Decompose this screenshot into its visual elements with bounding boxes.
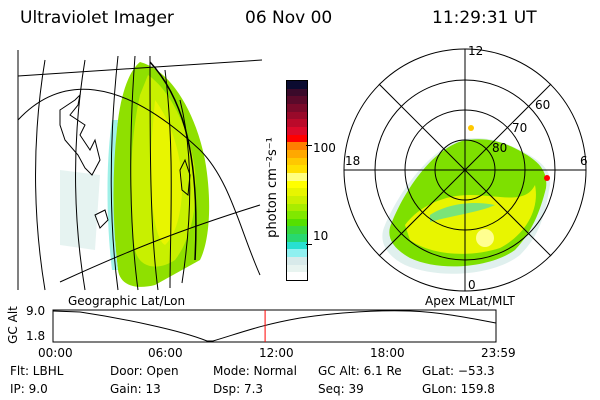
altitude-curve	[52, 310, 497, 342]
timeline-ytick-max: 9.0	[26, 304, 46, 318]
geographic-caption: Geographic Lat/Lon	[68, 294, 186, 308]
info-gc-alt: GC Alt: 6.1 Re	[318, 364, 402, 378]
imager-title: Ultraviolet Imager	[20, 8, 174, 28]
mlt-label-12: 12	[468, 44, 484, 58]
info-door: Door: Open	[110, 364, 179, 378]
colorbar-swatch	[287, 203, 307, 212]
info-seq: Seq: 39	[318, 382, 364, 396]
timeline-xtick-3: 18:00	[370, 346, 405, 360]
colorbar-tick-100: 100	[313, 141, 336, 155]
timeline-xtick-4: 23:59	[481, 346, 516, 360]
polar-grid	[343, 48, 587, 292]
colorbar-swatch	[287, 249, 307, 258]
colorbar-swatch	[287, 81, 307, 89]
colorbar-swatch	[287, 134, 307, 143]
info-ip: IP: 9.0	[10, 382, 48, 396]
colorbar-swatch	[287, 149, 307, 158]
lat-label-60: 60	[535, 98, 551, 112]
colorbar	[286, 80, 308, 281]
lat-label-80: 80	[492, 141, 508, 155]
apex-caption: Apex MLat/MLT	[425, 294, 515, 308]
colorbar-swatch	[287, 241, 307, 250]
colorbar-swatch	[287, 165, 307, 173]
colorbar-swatch	[287, 88, 307, 97]
colorbar-tick-10: 10	[313, 229, 329, 243]
mlt-label-6: 6	[580, 154, 588, 168]
colorbar-ticks	[306, 80, 312, 279]
info-glat: GLat: −53.3	[422, 364, 495, 378]
map-grid-lines	[17, 55, 263, 291]
mlt-label-0: 0	[468, 278, 476, 292]
colorbar-swatch	[287, 180, 307, 189]
timeline-frame	[52, 309, 497, 343]
colorbar-swatch	[287, 111, 307, 120]
info-gain: Gain: 13	[110, 382, 161, 396]
colorbar-swatch	[287, 172, 307, 181]
aurora-image-geographic	[60, 62, 210, 287]
colorbar-swatch	[287, 272, 307, 281]
colorbar-swatch	[287, 257, 307, 265]
info-filter: Flt: LBHL	[10, 364, 64, 378]
timeline-xtick-1: 06:00	[148, 346, 183, 360]
colorbar-swatch	[287, 96, 307, 104]
colorbar-swatch	[287, 126, 307, 135]
mlt-label-18: 18	[345, 154, 361, 168]
coastline	[59, 93, 191, 229]
aurora-image-polar	[382, 125, 551, 274]
colorbar-swatch	[287, 103, 307, 112]
info-glon: GLon: 159.8	[422, 382, 495, 396]
colorbar-swatch	[287, 157, 307, 166]
colorbar-swatch	[287, 226, 307, 235]
info-mode: Mode: Normal	[213, 364, 297, 378]
colorbar-swatch	[287, 211, 307, 219]
timeline-xtick-0: 00:00	[38, 346, 73, 360]
timeline-ytick-min: 1.8	[26, 329, 46, 343]
colorbar-swatch	[287, 119, 307, 127]
info-dsp: Dsp: 7.3	[213, 382, 264, 396]
date-label: 06 Nov 00	[245, 8, 333, 28]
lat-label-70: 70	[512, 121, 528, 135]
colorbar-swatch	[287, 188, 307, 196]
colorbar-swatch	[287, 234, 307, 242]
colorbar-swatch	[287, 264, 307, 273]
colorbar-swatch	[287, 218, 307, 227]
time-label: 11:29:31 UT	[432, 8, 537, 28]
colorbar-swatch	[287, 142, 307, 150]
timeline-xtick-2: 12:00	[259, 346, 294, 360]
colorbar-swatch	[287, 195, 307, 204]
